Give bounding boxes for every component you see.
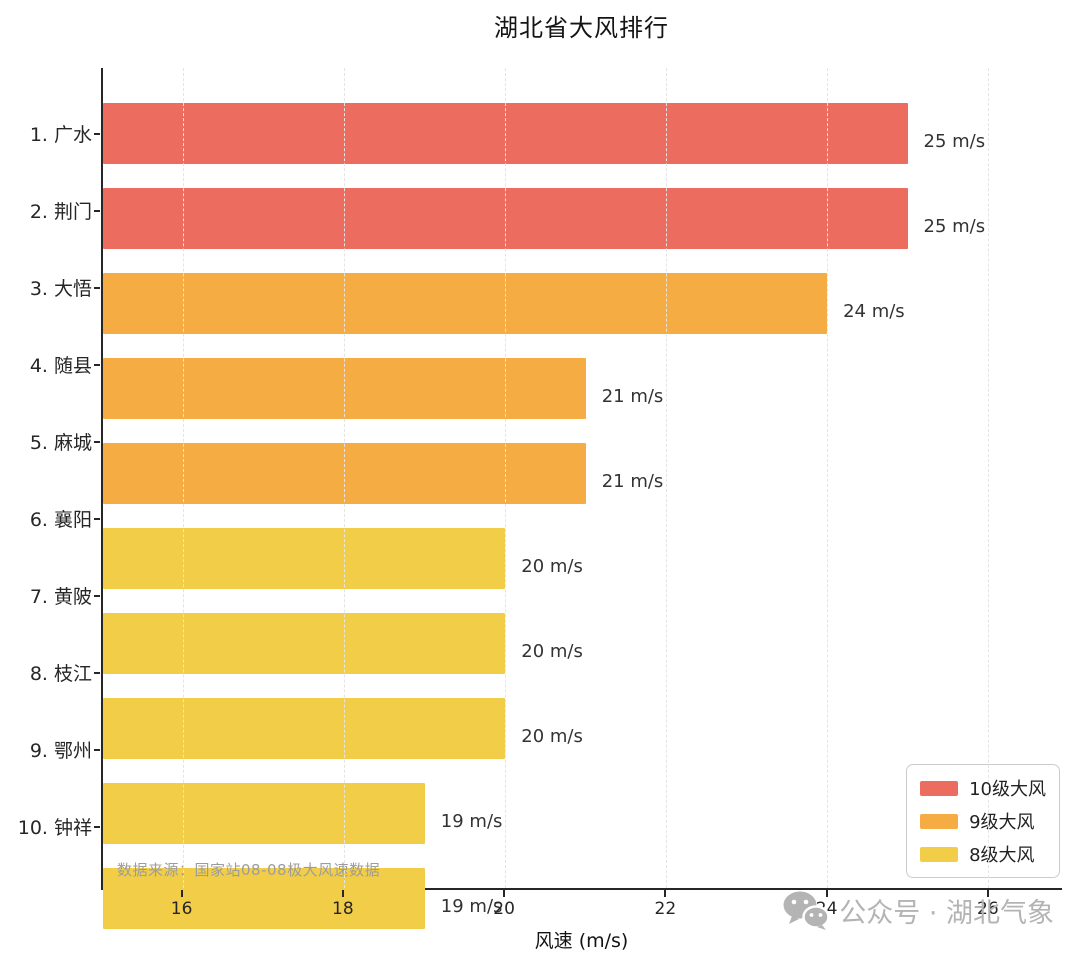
y-tick-mark xyxy=(94,594,100,597)
legend-label: 10级大风 xyxy=(969,779,1046,800)
bar-rows: 25 m/s 25 m/s 24 m/s 21 m/s 21 m/s 20 m/s 20 m… xyxy=(103,95,1062,945)
bar xyxy=(103,528,506,589)
x-tick-label: 20 xyxy=(493,899,515,919)
y-axis-label: 9. 鄂州 xyxy=(29,740,92,762)
legend-entry: 8级大风 xyxy=(920,841,1046,867)
y-tick-mark xyxy=(94,286,100,289)
y-tick-mark xyxy=(94,825,100,828)
legend-swatch-level8 xyxy=(920,846,959,862)
plot-area: 25 m/s 25 m/s 24 m/s 21 m/s 21 m/s 20 m/s 20 m… xyxy=(101,68,1062,929)
legend-swatch-level10 xyxy=(920,780,959,796)
watermark-text: 公众号 · 湖北气象 xyxy=(839,897,1054,929)
bar xyxy=(103,273,828,334)
y-tick-mark xyxy=(94,132,100,135)
bar-row: 25 m/s xyxy=(103,103,1062,180)
y-tick-mark xyxy=(94,363,100,366)
chart-title: 湖北省大风排行 xyxy=(494,14,669,42)
y-tick-mark xyxy=(94,517,100,520)
x-tick-label: 18 xyxy=(332,899,354,919)
x-tick-mark xyxy=(664,890,667,897)
bar-row: 19 m/s xyxy=(103,868,1062,945)
x-tick-mark xyxy=(986,890,989,897)
bar xyxy=(103,698,506,759)
bar-row: 20 m/s xyxy=(103,613,1062,690)
x-gridline xyxy=(183,68,185,888)
x-gridline xyxy=(987,68,989,888)
y-tick-mark xyxy=(94,748,100,751)
x-tick-label: 26 xyxy=(977,899,999,919)
y-axis-label: 6. 襄阳 xyxy=(29,509,92,531)
y-axis-label: 8. 枝江 xyxy=(29,663,92,685)
bar xyxy=(103,613,506,674)
bar xyxy=(103,868,425,929)
y-axis-label: 4. 随县 xyxy=(29,355,92,377)
y-axis-label: 5. 麻城 xyxy=(29,432,92,454)
x-tick-label: 22 xyxy=(654,899,677,919)
y-tick-mark xyxy=(94,440,100,443)
legend-label: 9级大风 xyxy=(969,812,1035,833)
y-tick-mark xyxy=(94,671,100,674)
x-axis-title: 风速 (m/s) xyxy=(534,930,629,952)
y-tick-mark xyxy=(94,209,100,212)
x-tick-mark xyxy=(503,890,506,897)
wechat-icon xyxy=(783,891,830,930)
bar-value-label: 25 m/s xyxy=(923,216,986,237)
bar xyxy=(103,783,425,844)
legend-entry: 10级大风 xyxy=(920,775,1046,801)
bar-value-label: 21 m/s xyxy=(601,386,664,407)
x-tick-mark xyxy=(180,890,183,897)
bar-row: 20 m/s xyxy=(103,698,1062,775)
y-axis-label: 2. 荆门 xyxy=(29,201,92,223)
y-axis-label: 3. 大悟 xyxy=(29,278,92,300)
bar-row: 25 m/s xyxy=(103,188,1062,265)
legend-label: 8级大风 xyxy=(969,845,1035,866)
bar-row: 21 m/s xyxy=(103,358,1062,435)
bar-value-label: 20 m/s xyxy=(521,641,583,662)
x-tick-mark xyxy=(341,890,344,897)
x-gridline xyxy=(505,68,507,888)
watermark: 公众号 · 湖北气象 xyxy=(783,886,1054,934)
x-gridline xyxy=(666,68,668,888)
bar-row: 20 m/s xyxy=(103,528,1062,605)
bar-value-label: 20 m/s xyxy=(521,556,583,577)
x-tick-mark xyxy=(825,890,828,897)
x-tick-label: 16 xyxy=(170,899,193,919)
source-note: 数据来源：国家站08-08极大风速数据 xyxy=(117,861,381,879)
y-axis-label: 10. 钟祥 xyxy=(17,817,92,839)
bar-value-label: 21 m/s xyxy=(601,471,664,492)
bar-value-label: 19 m/s xyxy=(440,896,503,917)
x-gridline xyxy=(344,68,346,888)
bar-value-label: 24 m/s xyxy=(843,301,905,322)
bar-row: 24 m/s xyxy=(103,273,1062,350)
legend-swatch-level9 xyxy=(920,813,959,829)
bar-row: 21 m/s xyxy=(103,443,1062,520)
x-gridline xyxy=(827,68,829,888)
legend-entry: 9级大风 xyxy=(920,808,1046,834)
y-axis-label: 1. 广水 xyxy=(29,124,92,146)
bar-row: 19 m/s xyxy=(103,783,1062,860)
legend: 10级大风 9级大风 8级大风 xyxy=(906,764,1060,878)
y-axis-label: 7. 黄陂 xyxy=(29,586,92,608)
y-axis-labels: 1. 广水 2. 荆门 3. 大悟 4. 随县 5. 麻城 6. 襄阳 7. 黄陂 8. 枝江… xyxy=(0,95,92,865)
bar-value-label: 25 m/s xyxy=(923,131,986,152)
bar-value-label: 20 m/s xyxy=(521,726,583,747)
bar-value-label: 19 m/s xyxy=(440,811,503,832)
